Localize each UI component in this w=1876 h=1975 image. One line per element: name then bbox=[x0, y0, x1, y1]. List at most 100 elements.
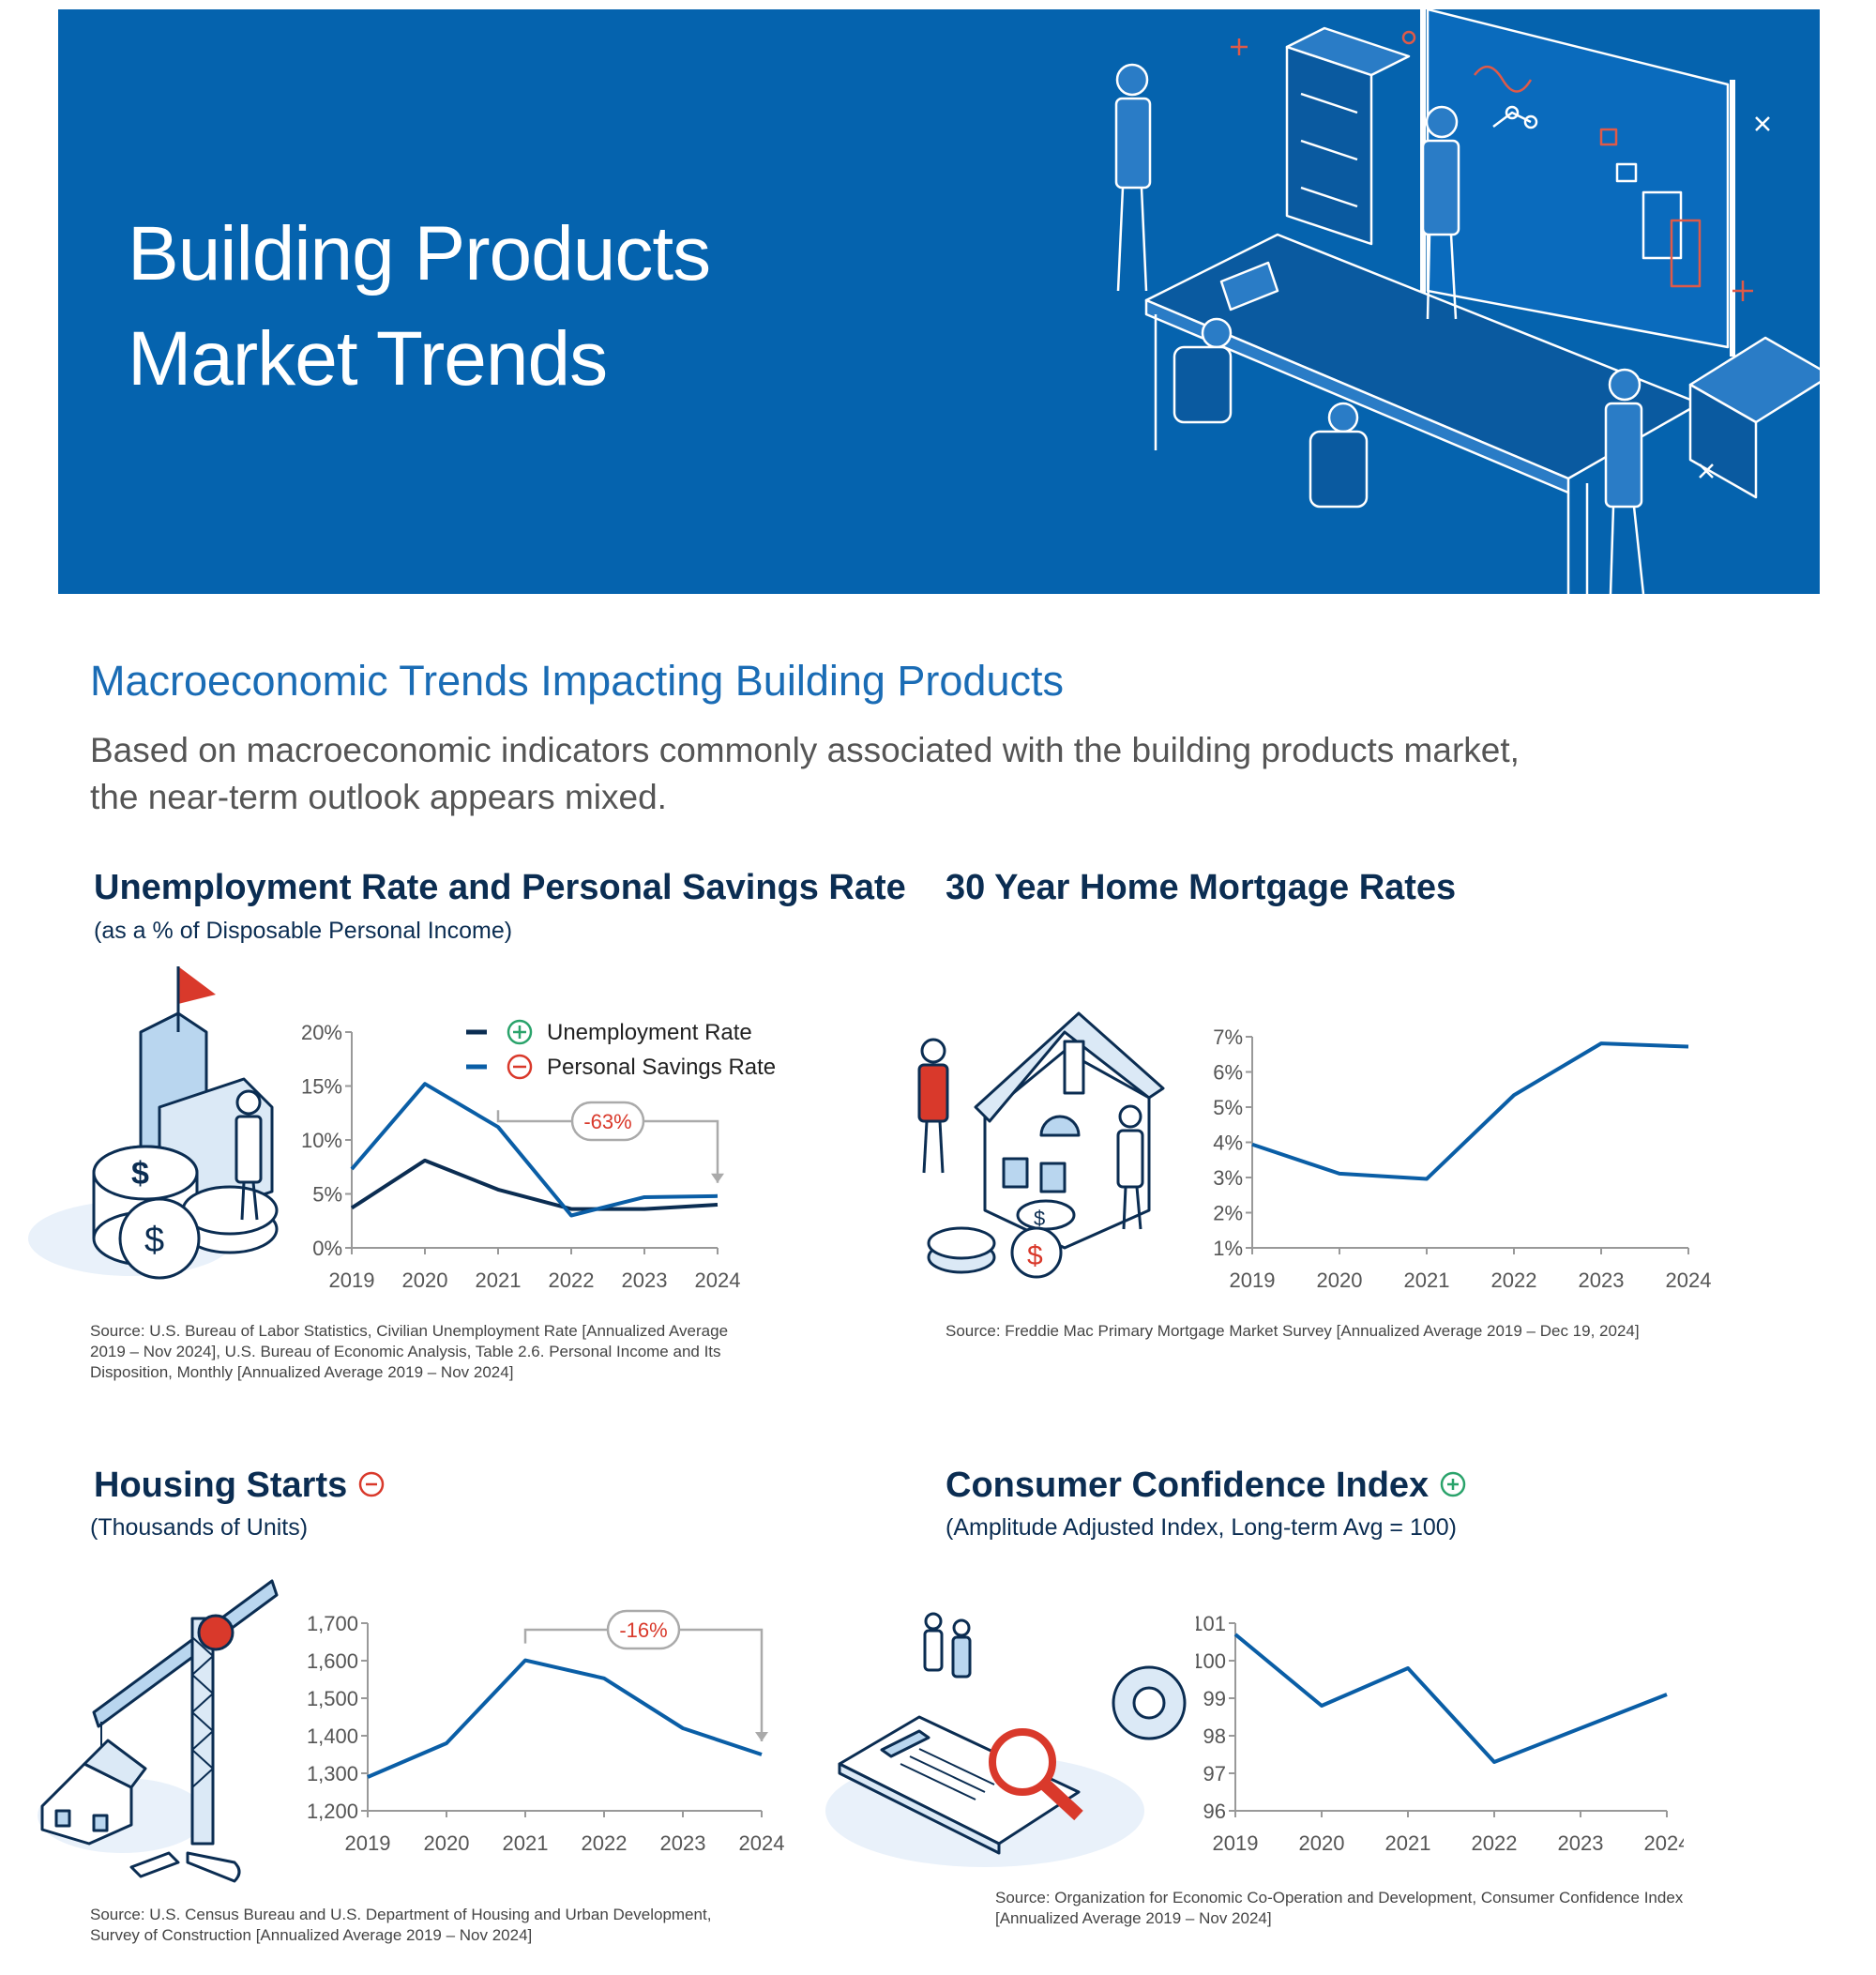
unemployment-source-line-1: Source: U.S. Bureau of Labor Statistics,… bbox=[90, 1322, 729, 1340]
x-tick-label: 2020 bbox=[1299, 1831, 1345, 1855]
x-tick-label: 2020 bbox=[402, 1269, 448, 1292]
unemployment-source-line-3: Disposition, Monthly [Annualized Average… bbox=[90, 1363, 514, 1381]
section-title: Macroeconomic Trends Impacting Building … bbox=[90, 657, 1064, 705]
x-tick-label: 2021 bbox=[1404, 1269, 1450, 1292]
x-tick-label: 2024 bbox=[1666, 1269, 1712, 1292]
house-illustration: $ $ bbox=[917, 1011, 1165, 1279]
annotation-pill bbox=[606, 1609, 681, 1650]
x-tick-label: 2021 bbox=[476, 1269, 522, 1292]
svg-text:$: $ bbox=[1034, 1207, 1045, 1230]
confidence-title: Consumer Confidence Index bbox=[946, 1466, 1467, 1506]
negative-indicator-icon bbox=[358, 1471, 385, 1497]
x-tick-label: 2024 bbox=[739, 1831, 785, 1855]
y-tick-label: 7% bbox=[1213, 1025, 1243, 1049]
clipboard-illustration bbox=[825, 1612, 1187, 1867]
series-line-0 bbox=[367, 1658, 763, 1779]
y-tick-label: 96 bbox=[1203, 1800, 1226, 1823]
housing-chart: 1,200 1,300 1,400 1,500 1,600 1,700 2019 2020 20… bbox=[307, 1609, 785, 1855]
housing-source: Source: U.S. Census Bureau and U.S. Depa… bbox=[90, 1905, 711, 1946]
negative-indicator-icon bbox=[507, 1054, 533, 1080]
x-tick-label: 2019 bbox=[1213, 1831, 1259, 1855]
y-tick-label: 1,400 bbox=[307, 1724, 358, 1748]
banner-title-line-1: Building Products bbox=[128, 211, 711, 296]
positive-indicator-icon bbox=[507, 1019, 533, 1045]
y-tick-label: 10% bbox=[301, 1129, 342, 1152]
legend-label: Personal Savings Rate bbox=[547, 1055, 776, 1080]
annotation-label: -63% bbox=[583, 1110, 631, 1133]
y-tick-label: 100 bbox=[1196, 1649, 1226, 1673]
series-line-1 bbox=[350, 1082, 719, 1218]
y-tick-label: 1,600 bbox=[307, 1649, 358, 1673]
workshop-illustration bbox=[1114, 9, 1820, 594]
housing-title-text: Housing Starts bbox=[94, 1466, 348, 1505]
y-tick-label: 4% bbox=[1213, 1132, 1243, 1155]
housing-source-line-1: Source: U.S. Census Bureau and U.S. Depa… bbox=[90, 1906, 712, 1923]
x-tick-label: 2019 bbox=[345, 1831, 391, 1855]
y-tick-label: 2% bbox=[1213, 1202, 1243, 1225]
annotation-label: -16% bbox=[619, 1618, 667, 1642]
unemployment-source-line-2: 2019 – Nov 2024], U.S. Bureau of Economi… bbox=[90, 1343, 721, 1360]
y-tick-label: 0% bbox=[312, 1237, 342, 1260]
y-tick-label: 97 bbox=[1203, 1762, 1226, 1785]
y-tick-label: 98 bbox=[1203, 1724, 1226, 1748]
y-tick-label: 1,200 bbox=[307, 1800, 358, 1823]
confidence-chart: 96 97 98 99 100 101 2019 2020 2021 2022 2023 2024 bbox=[1196, 1612, 1684, 1855]
x-tick-label: 2024 bbox=[1644, 1831, 1684, 1855]
x-tick-label: 2019 bbox=[329, 1269, 375, 1292]
x-tick-label: 2023 bbox=[622, 1269, 668, 1292]
legend-label: Unemployment Rate bbox=[547, 1020, 752, 1045]
confidence-source: Source: Organization for Economic Co-Ope… bbox=[995, 1888, 1683, 1929]
x-tick-label: 2024 bbox=[695, 1269, 741, 1292]
y-tick-label: 5% bbox=[1213, 1096, 1243, 1119]
section-lead: Based on macroeconomic indicators common… bbox=[90, 727, 1591, 821]
y-tick-label: 15% bbox=[301, 1075, 342, 1099]
x-tick-label: 2023 bbox=[660, 1831, 706, 1855]
unemployment-chart: 0% 5% 10% 15% 20% 2019 2020 2021 2022 2023 2024 -63… bbox=[301, 1019, 776, 1292]
series-line-0 bbox=[1233, 1633, 1668, 1764]
x-tick-label: 2023 bbox=[1558, 1831, 1604, 1855]
y-tick-label: 6% bbox=[1213, 1061, 1243, 1085]
positive-indicator-icon bbox=[1440, 1471, 1466, 1497]
x-tick-label: 2023 bbox=[1579, 1269, 1625, 1292]
annotation-arrowhead bbox=[711, 1173, 724, 1183]
x-tick-label: 2019 bbox=[1230, 1269, 1276, 1292]
unemployment-subtitle: (as a % of Disposable Personal Income) bbox=[94, 918, 513, 944]
confidence-source-line-2: [Annualized Average 2019 – Nov 2024] bbox=[995, 1909, 1272, 1927]
y-tick-label: 1% bbox=[1213, 1237, 1243, 1260]
x-tick-label: 2022 bbox=[549, 1269, 595, 1292]
svg-text:$: $ bbox=[1027, 1240, 1043, 1271]
y-tick-label: 101 bbox=[1196, 1612, 1226, 1635]
y-tick-label: 3% bbox=[1213, 1166, 1243, 1190]
series-line-0 bbox=[1251, 1041, 1689, 1181]
confidence-title-text: Consumer Confidence Index bbox=[946, 1466, 1430, 1505]
coins-illustration: $ $ bbox=[28, 966, 279, 1280]
banner-title: Building Products Market Trends bbox=[128, 202, 711, 412]
housing-source-line-2: Survey of Construction [Annualized Avera… bbox=[90, 1926, 533, 1944]
hero-banner: Building Products Market Trends bbox=[58, 9, 1820, 594]
series-line-0 bbox=[350, 1158, 719, 1211]
y-tick-label: 20% bbox=[301, 1021, 342, 1044]
mortgage-source: Source: Freddie Mac Primary Mortgage Mar… bbox=[946, 1321, 1640, 1342]
x-tick-label: 2020 bbox=[1317, 1269, 1363, 1292]
mortgage-title: 30 Year Home Mortgage Rates bbox=[946, 868, 1457, 907]
annotation-pill bbox=[570, 1101, 645, 1142]
x-tick-label: 2022 bbox=[1491, 1269, 1537, 1292]
y-tick-label: 1,300 bbox=[307, 1762, 358, 1785]
crane-illustration bbox=[38, 1579, 279, 1883]
svg-text:$: $ bbox=[144, 1221, 164, 1260]
housing-subtitle: (Thousands of Units) bbox=[90, 1514, 309, 1541]
y-tick-label: 99 bbox=[1203, 1687, 1226, 1710]
x-tick-label: 2021 bbox=[503, 1831, 549, 1855]
y-tick-label: 1,700 bbox=[307, 1612, 358, 1635]
lead-line-2: the near-term outlook appears mixed. bbox=[90, 778, 667, 816]
mortgage-chart: 1% 2% 3% 4% 5% 6% 7% 2019 2020 2021 2022 2023 2024 bbox=[1213, 1025, 1712, 1292]
annotation-arrowhead bbox=[755, 1732, 768, 1741]
confidence-subtitle: (Amplitude Adjusted Index, Long-term Avg… bbox=[946, 1514, 1458, 1541]
x-tick-label: 2022 bbox=[1472, 1831, 1518, 1855]
confidence-source-line-1: Source: Organization for Economic Co-Ope… bbox=[995, 1889, 1684, 1907]
unemployment-title: Unemployment Rate and Personal Savings R… bbox=[94, 868, 906, 907]
x-tick-label: 2021 bbox=[1385, 1831, 1431, 1855]
banner-title-line-2: Market Trends bbox=[128, 316, 608, 402]
x-tick-label: 2020 bbox=[424, 1831, 470, 1855]
y-tick-label: 5% bbox=[312, 1183, 342, 1207]
